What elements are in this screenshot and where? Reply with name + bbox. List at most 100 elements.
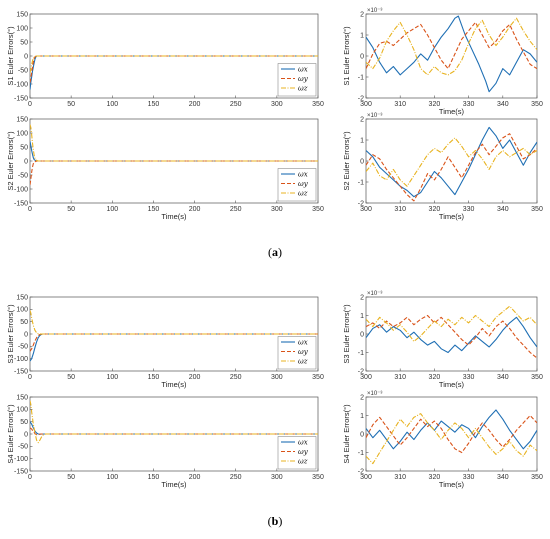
- x-tick-label: 200: [189, 474, 201, 481]
- y-tick-label: 50: [20, 39, 28, 46]
- x-tick-label: 0: [28, 374, 32, 381]
- y-tick-label: -50: [18, 67, 28, 74]
- x-tick-label: 350: [531, 101, 543, 108]
- x-tick-label: 350: [312, 101, 324, 108]
- series-line-ωx: [366, 126, 537, 198]
- y-tick-label: -100: [14, 186, 28, 193]
- y-axis-label: S3 Euler Errors(°): [342, 304, 351, 364]
- y-tick-label: -150: [14, 368, 28, 375]
- y-tick-label: 2: [360, 394, 364, 401]
- y-tick-label: 100: [16, 130, 28, 137]
- x-tick-label: 330: [463, 101, 475, 108]
- y-tick-label: 1: [360, 313, 364, 320]
- y-tick-label: -1: [358, 350, 364, 357]
- y-tick-label: 0: [360, 158, 364, 165]
- y-tick-label: -2: [358, 200, 364, 207]
- legend-label: ωy: [298, 348, 309, 356]
- legend-box: [277, 336, 317, 370]
- y-tick-label: 0: [24, 53, 28, 60]
- x-tick-label: 300: [360, 474, 372, 481]
- plot-frame: [365, 118, 538, 204]
- x-tick-label: 50: [67, 206, 75, 213]
- plot-frame: [365, 396, 538, 472]
- x-tick-label: 350: [531, 206, 543, 213]
- series-line-ωz: [30, 55, 318, 73]
- y-tick-label: -150: [14, 468, 28, 475]
- x-tick-label: 50: [67, 101, 75, 108]
- x-tick-label: 0: [28, 206, 32, 213]
- x-tick-label: 350: [312, 206, 324, 213]
- x-tick-label: 310: [394, 474, 406, 481]
- y-tick-label: -150: [14, 200, 28, 207]
- series-lines: [366, 305, 537, 359]
- series-line-ωy: [366, 414, 537, 454]
- y-tick-label: -2: [358, 368, 364, 375]
- x-tick-label: 200: [189, 101, 201, 108]
- series-line-ωz: [366, 17, 537, 76]
- y-tick-label: -150: [14, 95, 28, 102]
- panel-letter-a: a: [272, 245, 278, 259]
- x-tick-label: 100: [106, 206, 118, 213]
- y-tick-label: 100: [16, 407, 28, 414]
- legend-label: ωy: [298, 180, 309, 188]
- y-tick-label: -1: [358, 450, 364, 457]
- x-tick-label: 300: [360, 374, 372, 381]
- y-tick-label: 1: [360, 32, 364, 39]
- series-line-ωz: [366, 305, 537, 342]
- legend-label: ωz: [298, 85, 308, 93]
- y-tick-label: -100: [14, 81, 28, 88]
- y-tick-label: -2: [358, 95, 364, 102]
- x-axis-label: Time(s): [439, 212, 465, 221]
- y-tick-label: 100: [16, 25, 28, 32]
- x-tick-label: 300: [271, 101, 283, 108]
- panel-letter-b: b: [272, 514, 279, 528]
- x-tick-label: 320: [429, 374, 441, 381]
- y-tick-label: -100: [14, 356, 28, 363]
- series-line-ωy: [366, 21, 537, 70]
- chart-s2-full: 0 50 100 150 200 250 300 350 -150 -100 -50 0 50 100 15…: [6, 116, 324, 221]
- x-tick-label: 310: [394, 101, 406, 108]
- x-tick-label: 340: [497, 101, 509, 108]
- x-tick-label: 340: [497, 474, 509, 481]
- panel-label-b: (b): [268, 514, 283, 528]
- x-tick-label: 250: [230, 101, 242, 108]
- x-tick-label: 0: [28, 101, 32, 108]
- x-tick-label: 200: [189, 206, 201, 213]
- plot-frame: [365, 296, 538, 372]
- y-tick-label: 2: [360, 11, 364, 18]
- x-tick-label: 150: [148, 474, 160, 481]
- series-lines: [366, 126, 537, 202]
- x-tick-label: 250: [230, 474, 242, 481]
- legend-label: ωx: [298, 439, 308, 447]
- y-tick-label: 150: [16, 394, 28, 401]
- y-tick-label: 0: [360, 53, 364, 60]
- legend-label: ωx: [298, 339, 308, 347]
- y-tick-label: 0: [24, 431, 28, 438]
- x-tick-label: 300: [360, 206, 372, 213]
- series-line-ωx: [366, 15, 537, 93]
- x-axis-label: Time(s): [439, 107, 465, 116]
- y-tick-label: 100: [16, 307, 28, 314]
- plot-frame: [365, 13, 538, 99]
- y-tick-label: 150: [16, 116, 28, 123]
- legend-label: ωx: [298, 66, 308, 74]
- y-tick-label: 2: [360, 294, 364, 301]
- x-tick-label: 300: [360, 101, 372, 108]
- x-tick-label: 330: [463, 474, 475, 481]
- x-tick-label: 300: [271, 474, 283, 481]
- x-tick-label: 250: [230, 374, 242, 381]
- y-axis-label: S4 Euler Errors(°): [6, 404, 15, 464]
- chart-s4-full: 0 50 100 150 200 250 300 350 -150 -100 -50 0 50 100 15…: [6, 394, 324, 489]
- series-lines: [30, 124, 318, 185]
- y-exponent-label: ×10⁻³: [367, 113, 382, 119]
- y-tick-label: 1: [360, 137, 364, 144]
- x-tick-label: 250: [230, 206, 242, 213]
- legend-label: ωz: [298, 358, 308, 366]
- x-tick-label: 200: [189, 374, 201, 381]
- x-tick-label: 0: [28, 474, 32, 481]
